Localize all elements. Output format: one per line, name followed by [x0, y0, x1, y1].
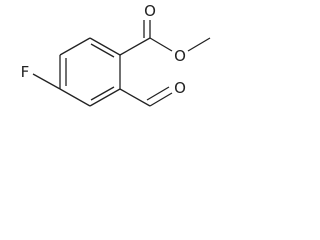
- double-bond: [146, 86, 170, 101]
- bond: [89, 37, 121, 56]
- double-bond-inner: [90, 86, 115, 101]
- page: {"atoms": [{"label": "F"}, {"label": "O"…: [0, 0, 218, 134]
- atom-label: O: [174, 79, 186, 97]
- bond: [119, 37, 151, 56]
- bond: [89, 88, 121, 107]
- bonds: [32, 20, 211, 107]
- bond: [119, 88, 151, 107]
- bond: [187, 37, 211, 52]
- atom-label: O: [144, 2, 156, 20]
- bond: [32, 73, 61, 90]
- atom-label: O: [174, 47, 186, 65]
- bond: [59, 37, 91, 56]
- double-bond-inner: [90, 43, 115, 58]
- bond: [59, 88, 91, 107]
- bond: [149, 92, 173, 107]
- bond: [149, 37, 173, 52]
- structure-diagram: F O O O: [21, 2, 211, 107]
- atom-label: F: [21, 63, 30, 81]
